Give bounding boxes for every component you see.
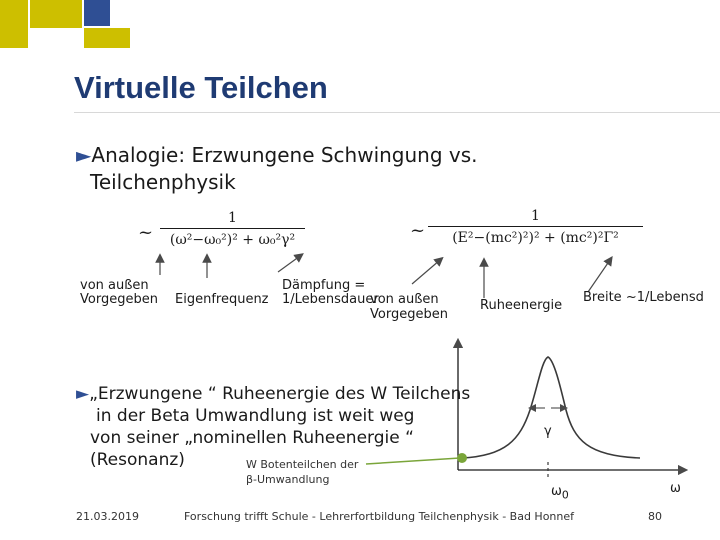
footer-center: Forschung trifft Schule - Lehrerfortbild…	[184, 510, 575, 523]
plot-omega0-symbol: ω	[551, 484, 562, 499]
footer-page-number: 80	[648, 510, 662, 523]
arrow-icon	[277, 253, 304, 273]
triangle-bullet-icon: ►	[76, 384, 90, 404]
w-point-marker	[457, 453, 467, 463]
formula-left-numerator: 1	[160, 210, 305, 229]
corner-block-yellow-3	[84, 28, 130, 48]
plot-omega0-label: ω0	[551, 484, 569, 502]
label-vorgegeben-1: Vorgegeben	[80, 292, 158, 307]
label-von-aussen-1: von außen	[80, 278, 149, 293]
corner-block-yellow-1	[0, 0, 28, 48]
bullet-erzwungene-line2: in der Beta Umwandlung ist weit weg	[96, 406, 415, 426]
label-breite: Breite ~1/Lebensd	[583, 290, 704, 305]
corner-block-blue	[84, 0, 110, 26]
formula-left: 1 (ω²−ω₀²)² + ω₀²γ²	[160, 210, 305, 248]
corner-block-yellow-2	[30, 0, 82, 28]
w-note-line1: W Botenteilchen der	[246, 458, 359, 471]
arrow-icon	[587, 256, 613, 293]
bullet-erzwungene-line4: (Resonanz)	[90, 450, 185, 470]
title-divider	[74, 112, 720, 113]
bullet-analogie: ►Analogie: Erzwungene Schwingung vs. Tei…	[76, 142, 478, 196]
label-vorgegeben-2: Vorgegeben	[370, 307, 448, 322]
plot-omega-label: ω	[670, 481, 681, 496]
formula-left-tilde: ~	[138, 222, 154, 243]
formula-right-denominator: (E²−(mc²)²)² + (mc²)²Γ²	[452, 230, 619, 246]
w-note: W Botenteilchen der β-Umwandlung	[246, 457, 358, 487]
bullet-erzwungene-line3: von seiner „nominellen Ruheenergie “	[90, 428, 414, 448]
formula-right: 1 (E²−(mc²)²)² + (mc²)²Γ²	[428, 208, 643, 246]
plot-gamma-label: γ	[544, 424, 552, 439]
resonance-curve	[461, 356, 641, 459]
formula-left-denominator: (ω²−ω₀²)² + ω₀²γ²	[169, 232, 296, 248]
slide-title: Virtuelle Teilchen	[74, 70, 328, 105]
formula-right-tilde: ~	[410, 220, 426, 241]
w-note-line2: β-Umwandlung	[246, 473, 330, 486]
label-eigenfrequenz: Eigenfrequenz	[175, 292, 269, 307]
label-lebensdauer: 1/Lebensdauer	[282, 292, 379, 307]
footer-date: 21.03.2019	[76, 510, 139, 523]
label-daempfung: Dämpfung =	[282, 278, 366, 293]
label-von-aussen-2: von außen	[370, 292, 439, 307]
formula-right-numerator: 1	[428, 208, 643, 227]
bullet-erzwungene: ►„Erzwungene “ Ruheenergie des W Teilche…	[76, 383, 536, 471]
plot-omega0-subscript: 0	[561, 488, 569, 502]
label-ruheenergie: Ruheenergie	[480, 298, 563, 313]
w-note-line	[365, 457, 461, 465]
arrow-icon	[411, 256, 444, 285]
triangle-bullet-icon: ►	[76, 143, 92, 167]
bullet-analogie-line2: Teilchenphysik	[90, 170, 236, 194]
bullet-erzwungene-line1: „Erzwungene “ Ruheenergie des W Teilchen…	[89, 384, 471, 404]
bullet-analogie-line1: Analogie: Erzwungene Schwingung vs.	[91, 143, 478, 167]
